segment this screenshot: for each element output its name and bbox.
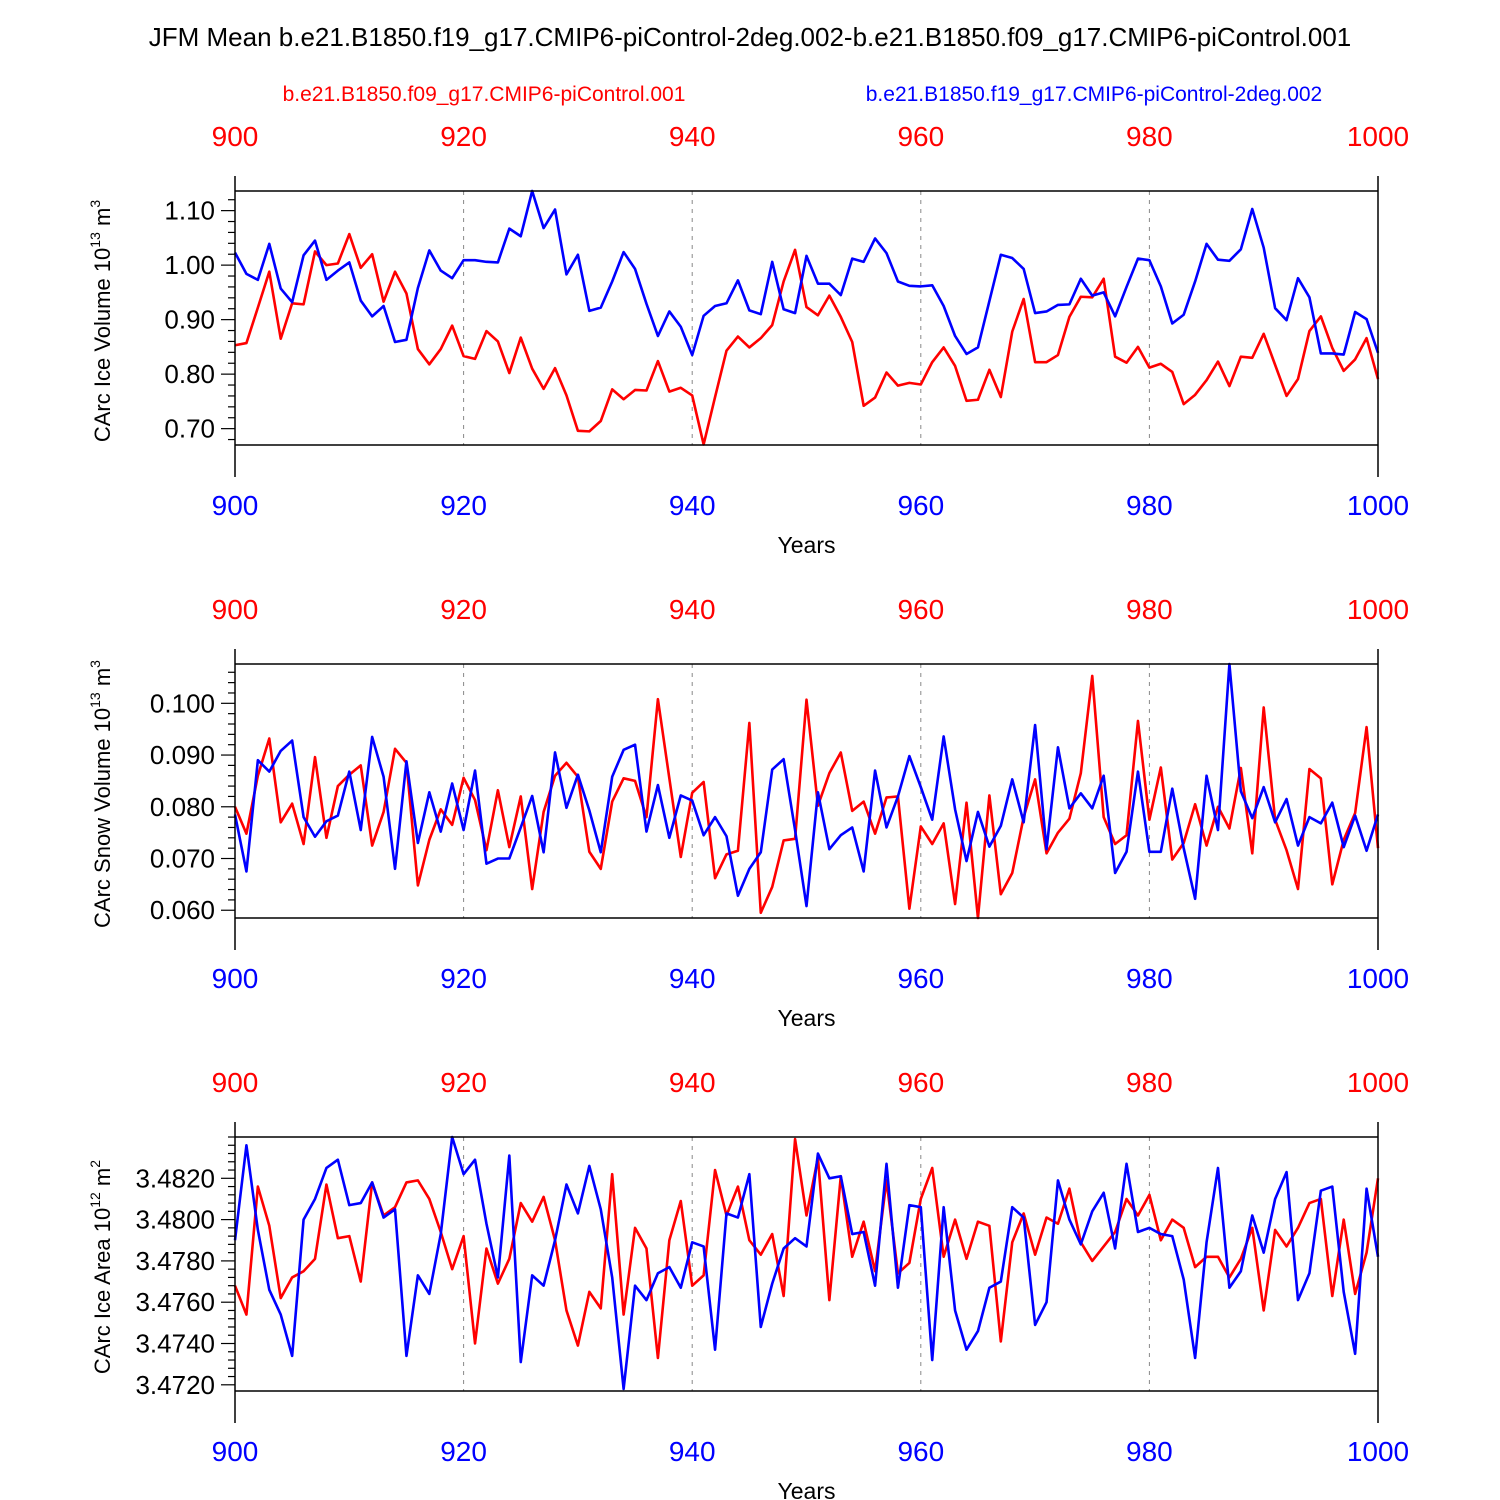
y-tick-label-1.10: 1.10	[164, 196, 215, 226]
y-axis-label-part-4: 3	[87, 660, 103, 668]
chart-panel-2: 0.060 0.070 0.080 0.090 0.100 CArc Snow Volum…	[87, 594, 1409, 1031]
figure-title: JFM Mean b.e21.B1850.f19_g17.CMIP6-piCon…	[149, 22, 1352, 52]
x-bottom-tick-label-1000: 1000	[1347, 1436, 1409, 1467]
x-bottom-tick-label-920: 920	[440, 490, 487, 521]
x-top-tick-label-900: 900	[212, 121, 259, 152]
x-bottom-tick-label-980: 980	[1126, 963, 1173, 994]
legend-label-series-a: b.e21.B1850.f09_g17.CMIP6-piControl.001	[283, 83, 686, 106]
x-bottom-tick-label-1000: 1000	[1347, 490, 1409, 521]
x-top-tick-label-940: 940	[669, 594, 716, 625]
x-top-tick-label-1000: 1000	[1347, 121, 1409, 152]
x-bottom-tick-label-940: 940	[669, 963, 716, 994]
x-bottom-tick-label-960: 960	[897, 490, 944, 521]
series-line-f19	[233, 1135, 1380, 1391]
y-tick-label-3.4720: 3.4720	[135, 1370, 215, 1400]
y-tick-label-0.080: 0.080	[150, 792, 215, 822]
y-tick-label-3.4800: 3.4800	[135, 1205, 215, 1235]
y-axis-label-part-2: 12	[87, 1192, 103, 1208]
x-top-tick-label-960: 960	[897, 594, 944, 625]
x-top-tick-label-980: 980	[1126, 121, 1173, 152]
series-line-f19	[233, 662, 1380, 908]
x-bottom-tick-label-1000: 1000	[1347, 963, 1409, 994]
chart-panel-3: 3.4720 3.4740 3.4760 3.4780 3.4800 3.4820 CArc…	[87, 1067, 1409, 1500]
x-top-tick-label-940: 940	[669, 121, 716, 152]
x-axis-label: Years	[778, 532, 836, 558]
x-top-tick-label-900: 900	[212, 594, 259, 625]
x-bottom-tick-label-920: 920	[440, 963, 487, 994]
y-tick-label-0.090: 0.090	[150, 740, 215, 770]
y-axis-label-part-3: m	[90, 208, 115, 232]
x-bottom-tick-label-960: 960	[897, 1436, 944, 1467]
y-tick-label-0.80: 0.80	[164, 359, 215, 389]
y-axis-label-part-4: 2	[87, 1160, 103, 1168]
y-tick-label-1.00: 1.00	[164, 250, 215, 280]
y-axis-label: CArc Snow Volume 1013 m3	[87, 660, 115, 928]
x-bottom-tick-label-940: 940	[669, 1436, 716, 1467]
x-top-tick-label-980: 980	[1126, 594, 1173, 625]
x-top-tick-label-960: 960	[897, 1067, 944, 1098]
x-top-tick-label-960: 960	[897, 121, 944, 152]
y-axis-label-part-1: CArc Ice Volume 10	[90, 248, 115, 442]
y-axis-label-part-2: 13	[87, 232, 103, 248]
x-bottom-tick-label-980: 980	[1126, 1436, 1173, 1467]
y-tick-label-3.4780: 3.4780	[135, 1246, 215, 1276]
y-axis-label: CArc Ice Volume 1013 m3	[87, 200, 115, 442]
x-top-tick-label-920: 920	[440, 594, 487, 625]
y-tick-label-0.070: 0.070	[150, 844, 215, 874]
y-tick-label-0.060: 0.060	[150, 895, 215, 925]
y-axis-label-part-3: m	[90, 668, 115, 692]
y-axis-label-part-4: 3	[87, 200, 103, 208]
x-bottom-tick-label-960: 960	[897, 963, 944, 994]
chart-panel-1: 0.70 0.80 0.90 1.00 1.10 CArc Ice Volume 1013…	[87, 121, 1409, 558]
x-top-tick-label-920: 920	[440, 1067, 487, 1098]
x-bottom-tick-label-900: 900	[212, 963, 259, 994]
series-line-f09	[233, 1137, 1380, 1360]
y-tick-label-3.4760: 3.4760	[135, 1287, 215, 1317]
y-tick-label-0.70: 0.70	[164, 414, 215, 444]
x-bottom-tick-label-900: 900	[212, 1436, 259, 1467]
series-line-f19	[233, 189, 1380, 357]
series-line-f09	[234, 232, 1380, 446]
y-axis-label-part-2: 13	[87, 692, 103, 708]
y-axis-label-part-1: CArc Ice Area 10	[90, 1208, 115, 1374]
x-top-tick-label-1000: 1000	[1347, 1067, 1409, 1098]
y-tick-label-3.4820: 3.4820	[135, 1163, 215, 1193]
y-tick-label-0.90: 0.90	[164, 305, 215, 335]
x-bottom-tick-label-940: 940	[669, 490, 716, 521]
x-top-tick-label-1000: 1000	[1347, 594, 1409, 625]
x-bottom-tick-label-900: 900	[212, 490, 259, 521]
y-axis-label-part-1: CArc Snow Volume 10	[90, 708, 115, 928]
x-axis-label: Years	[778, 1478, 836, 1500]
x-top-tick-label-940: 940	[669, 1067, 716, 1098]
legend-label-series-b: b.e21.B1850.f19_g17.CMIP6-piControl-2deg…	[866, 83, 1322, 106]
y-axis-label: CArc Ice Area 1012 m2	[87, 1160, 115, 1374]
x-top-tick-label-900: 900	[212, 1067, 259, 1098]
y-tick-label-0.100: 0.100	[150, 688, 215, 718]
x-axis-label: Years	[778, 1005, 836, 1031]
x-top-tick-label-980: 980	[1126, 1067, 1173, 1098]
x-bottom-tick-label-920: 920	[440, 1436, 487, 1467]
y-tick-label-3.4740: 3.4740	[135, 1329, 215, 1359]
series-line-f09	[233, 674, 1380, 920]
x-top-tick-label-920: 920	[440, 121, 487, 152]
y-axis-label-part-3: m	[90, 1168, 115, 1192]
x-bottom-tick-label-980: 980	[1126, 490, 1173, 521]
